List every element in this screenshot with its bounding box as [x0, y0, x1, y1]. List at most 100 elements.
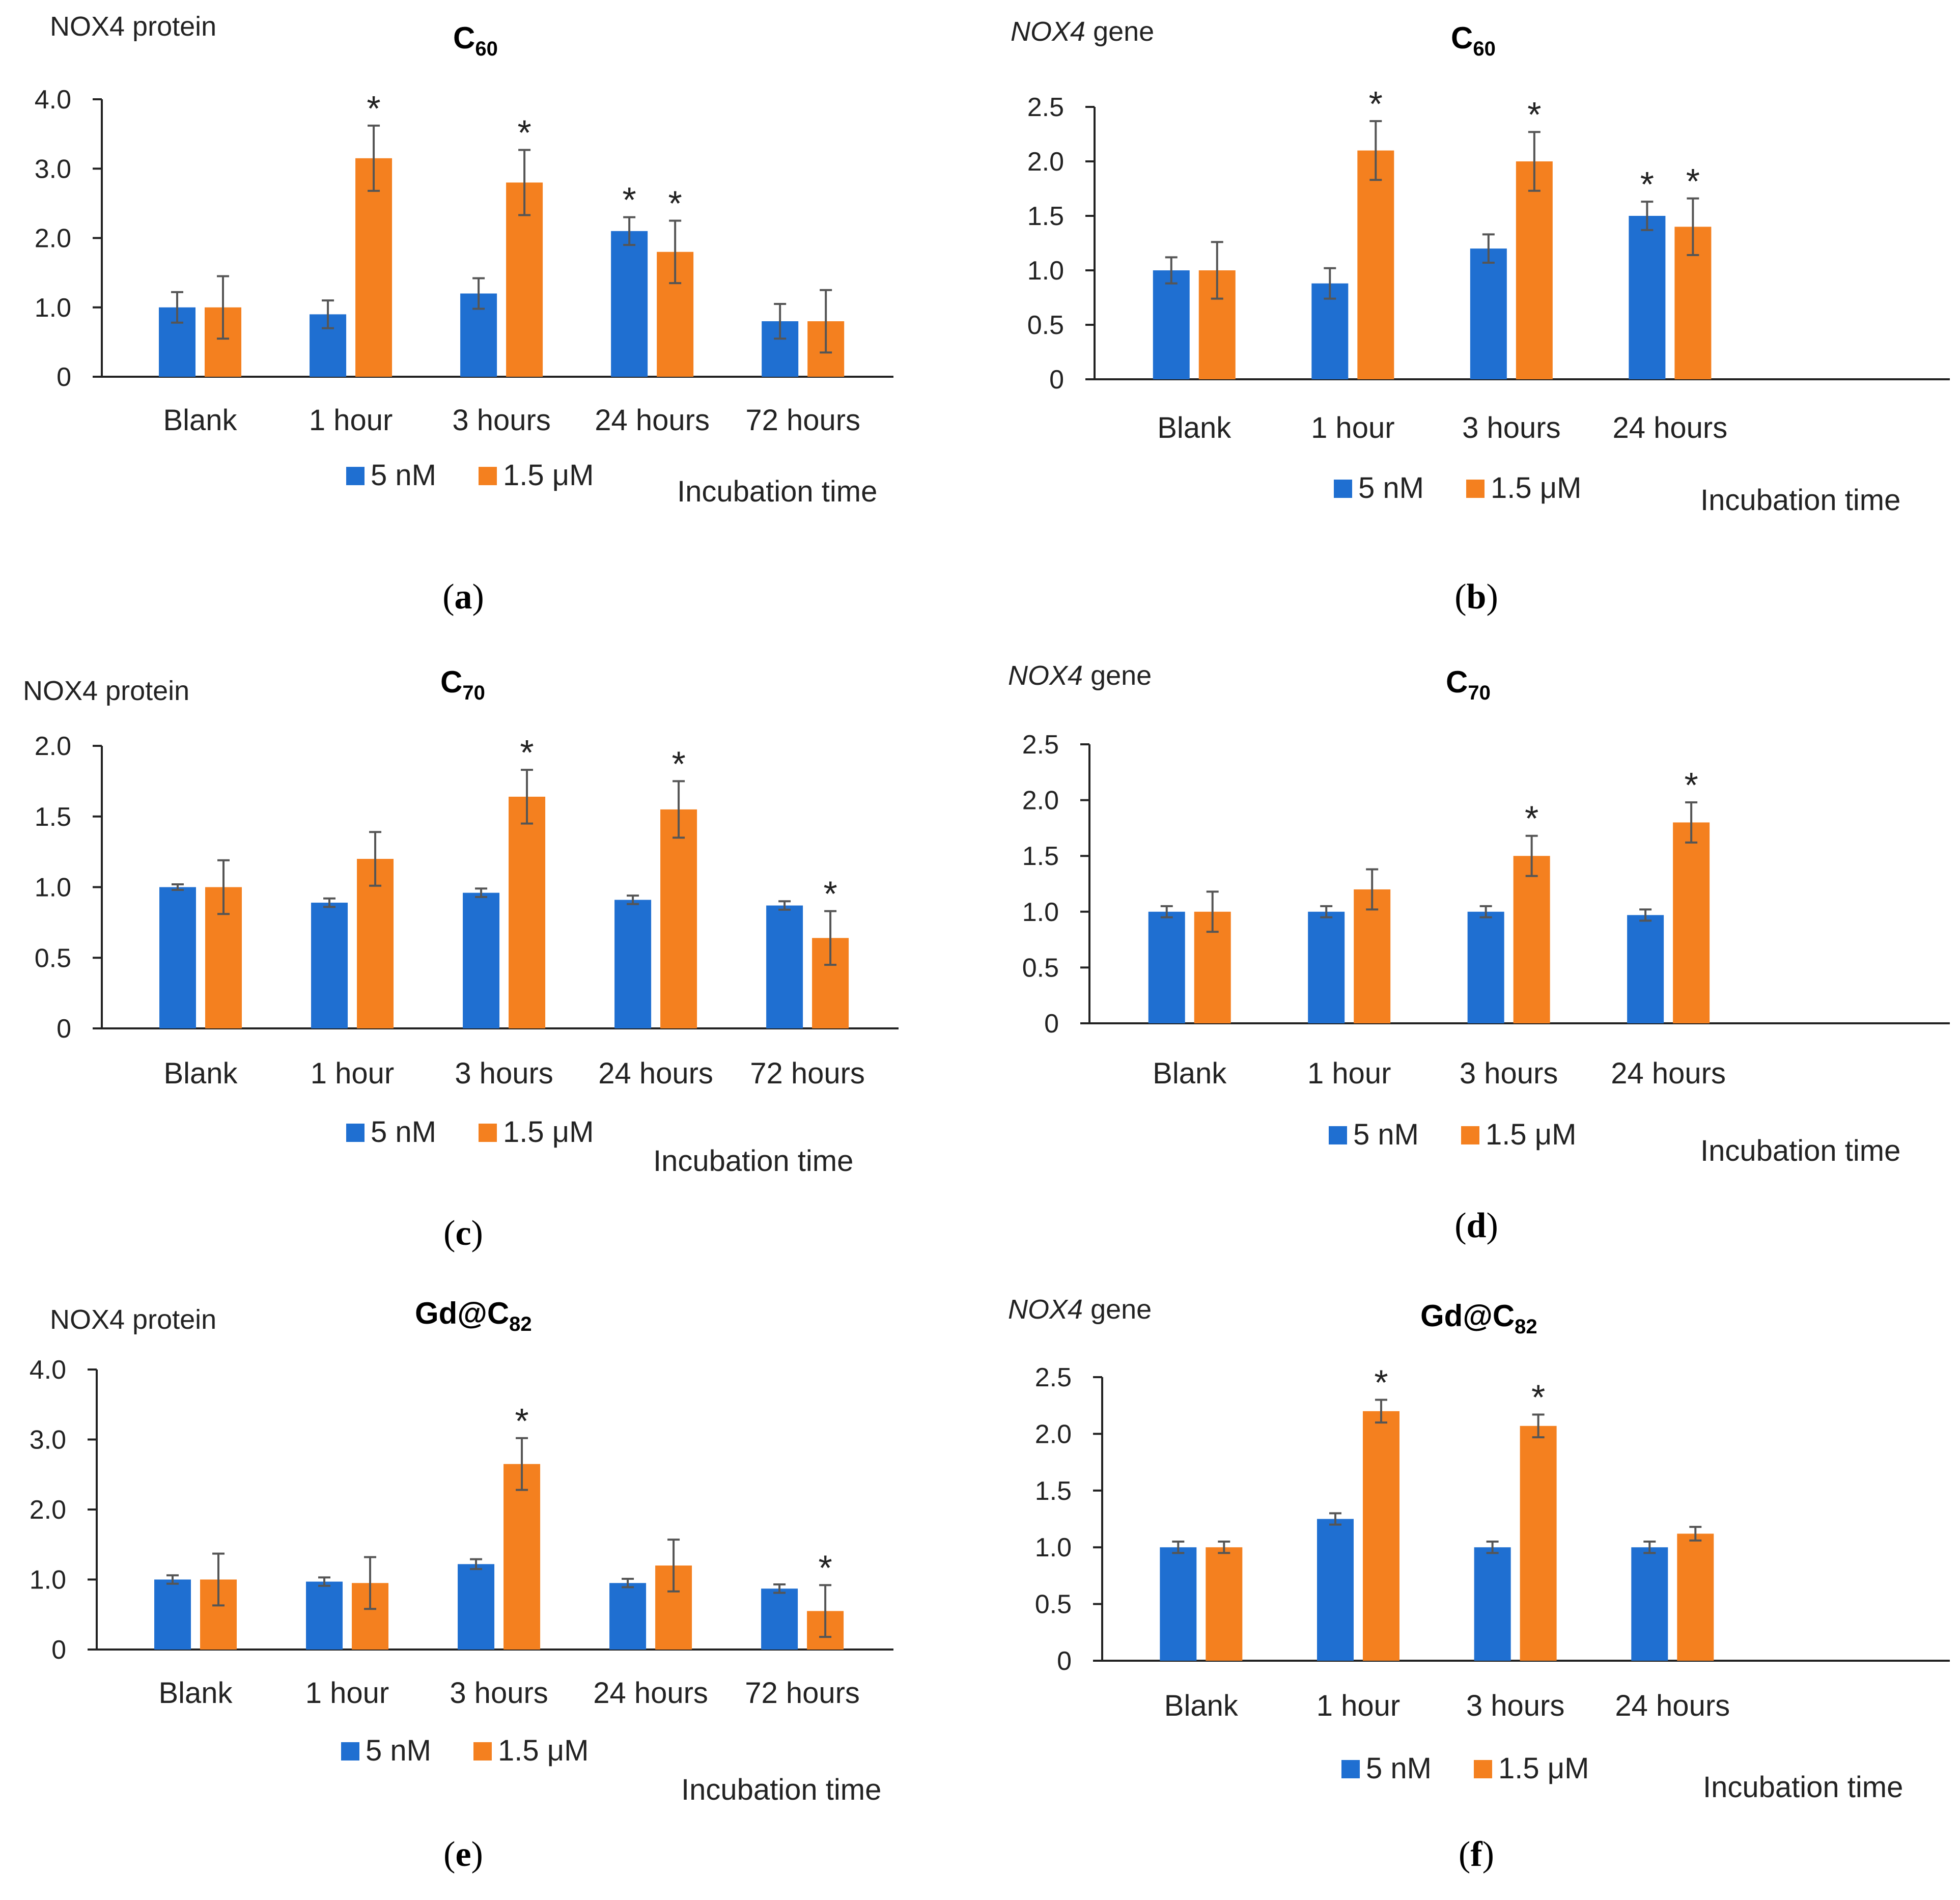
- category-label: 3 hours: [452, 404, 550, 437]
- y-axis-label: NOX4 gene: [1008, 1294, 1152, 1325]
- panel-letter: a: [455, 577, 472, 617]
- x-axis-label: Incubation time: [681, 1773, 881, 1806]
- y-tick-label: 0.5: [1027, 311, 1064, 340]
- chart-title: Gd@C82: [1420, 1299, 1537, 1338]
- y-axis-label-rest: gene: [1083, 660, 1152, 691]
- chart-a: NOX4 protein C60 0 1.0 2.0 3.0 4.0 Blank * 1 hour…: [35, 11, 893, 617]
- legend-label-s2: 1.5 μM: [1498, 1752, 1589, 1785]
- significance-marker: *: [367, 89, 380, 128]
- panel-label: (f): [1459, 1835, 1494, 1874]
- y-tick-label: 3.0: [30, 1426, 66, 1455]
- x-axis-label: Incubation time: [1700, 1134, 1900, 1167]
- bar-s1: [1160, 1547, 1197, 1661]
- y-axis-label-italic: NOX4: [1008, 1294, 1083, 1325]
- bar-s1: [609, 1583, 647, 1650]
- chart-title-main: Gd@C: [1420, 1299, 1515, 1333]
- chart-title-subscript: 60: [1473, 38, 1496, 60]
- significance-marker: *: [1684, 765, 1698, 805]
- y-tick-label: 1.0: [1022, 898, 1059, 927]
- bar-s2: [1520, 1426, 1557, 1661]
- bar-s1: [614, 900, 652, 1028]
- panel-paren-open: (: [1454, 577, 1466, 617]
- category-label: 1 hour: [1317, 1689, 1400, 1722]
- category-label: 3 hours: [1466, 1689, 1564, 1722]
- legend-label-s1: 5 nM: [366, 1734, 431, 1767]
- y-tick-label: 0.5: [1035, 1590, 1072, 1619]
- y-tick-label: 2.0: [1027, 147, 1064, 177]
- bar-s2: [503, 1464, 541, 1650]
- y-tick-label: 0.5: [1022, 953, 1059, 983]
- y-tick-label: 0: [57, 1014, 71, 1044]
- x-axis-label: Incubation time: [1700, 484, 1900, 517]
- category-label: 1 hour: [1307, 1057, 1391, 1090]
- category-label: Blank: [163, 1057, 238, 1090]
- bar-s2: [1354, 889, 1391, 1023]
- category-label: 24 hours: [1615, 1689, 1730, 1722]
- significance-marker: *: [1527, 95, 1541, 134]
- panel-paren-open: (: [1454, 1206, 1466, 1245]
- significance-marker: *: [823, 874, 837, 914]
- panel-label: (a): [442, 577, 484, 617]
- y-tick-label: 1.0: [1035, 1533, 1072, 1562]
- panel-paren-open: (: [1459, 1835, 1470, 1874]
- chart-title-subscript: 82: [1515, 1316, 1537, 1338]
- bar-s1: [761, 1588, 798, 1650]
- panel-label: (c): [443, 1214, 483, 1253]
- legend-swatch-s1: [341, 1742, 359, 1761]
- chart-title-subscript: 70: [1468, 682, 1491, 704]
- panel-letter: b: [1467, 577, 1487, 617]
- y-axis-label-italic: NOX4: [1011, 16, 1085, 47]
- bar-s2: [357, 859, 394, 1028]
- chart-title-main: Gd@C: [415, 1296, 509, 1330]
- category-label: 24 hours: [595, 404, 710, 437]
- legend-label-s1: 5 nM: [1358, 471, 1424, 505]
- y-axis-label: NOX4 gene: [1011, 16, 1154, 47]
- bar-s1: [154, 1579, 191, 1650]
- significance-marker: *: [671, 744, 685, 784]
- bar-s1: [1148, 911, 1185, 1023]
- chart-title-subscript: 60: [475, 38, 498, 60]
- chart-b: NOX4 gene C60 0 0.5 1.0 1.5 2.0 2.5 Blank * 1 hour…: [1011, 16, 1950, 617]
- legend-label-s2: 1.5 μM: [503, 459, 594, 492]
- panel-label: (e): [443, 1835, 483, 1874]
- bar-s1: [306, 1581, 343, 1650]
- panel-paren-open: (: [443, 1214, 455, 1253]
- category-label: Blank: [158, 1677, 233, 1710]
- chart-title-main: C: [440, 665, 462, 699]
- legend-swatch-s2: [1474, 1760, 1492, 1778]
- panel-paren-open: (: [442, 577, 454, 617]
- y-tick-label: 1.0: [1027, 256, 1064, 286]
- legend-swatch-s1: [346, 467, 365, 485]
- y-tick-label: 0.5: [35, 943, 71, 973]
- bar-s1: [159, 887, 197, 1028]
- legend-swatch-s1: [346, 1124, 365, 1142]
- bar-s1: [1153, 270, 1190, 379]
- bar-s2: [1677, 1533, 1714, 1661]
- y-tick-label: 2.0: [30, 1495, 66, 1525]
- category-label: 72 hours: [745, 1677, 860, 1710]
- x-axis-label: Incubation time: [677, 475, 877, 508]
- y-tick-label: 0: [1049, 365, 1064, 395]
- y-axis-label-italic: NOX4: [1008, 660, 1083, 691]
- y-tick-label: 0: [51, 1635, 66, 1665]
- bar-s1: [1317, 1519, 1354, 1661]
- y-axis-label: NOX4 gene: [1008, 660, 1152, 691]
- category-label: 24 hours: [1611, 1057, 1726, 1090]
- bar-s1: [1470, 248, 1507, 379]
- panel-paren-close: ): [1486, 577, 1498, 617]
- legend-swatch-s2: [479, 1124, 497, 1142]
- y-tick-label: 2.0: [35, 224, 71, 254]
- bar-s2: [1513, 856, 1550, 1023]
- significance-marker: *: [623, 180, 636, 220]
- chart-title-main: C: [453, 21, 475, 55]
- y-axis-label: NOX4 protein: [50, 1304, 216, 1335]
- y-tick-label: 0: [57, 362, 71, 392]
- y-tick-label: 2.5: [1027, 93, 1064, 122]
- panel-paren-close: ): [472, 577, 484, 617]
- bar-s1: [463, 892, 500, 1028]
- y-tick-label: 0: [1057, 1646, 1072, 1676]
- bar-s2: [509, 796, 546, 1028]
- chart-title-subscript: 70: [462, 682, 485, 704]
- y-tick-label: 2.0: [1035, 1419, 1072, 1449]
- chart-d: NOX4 gene C70 0 0.5 1.0 1.5 2.0 2.5 Blank 1 hour *…: [1008, 660, 1950, 1245]
